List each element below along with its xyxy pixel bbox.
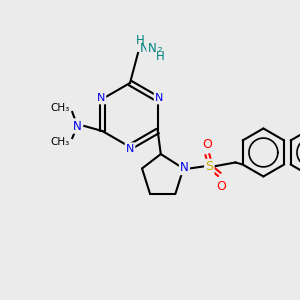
Text: CH₃: CH₃: [51, 137, 70, 147]
Text: CH₃: CH₃: [51, 103, 70, 113]
Text: O: O: [202, 138, 212, 151]
Text: O: O: [216, 180, 226, 193]
Text: S: S: [206, 160, 213, 173]
Text: N: N: [155, 93, 163, 103]
Text: N: N: [126, 143, 134, 154]
Text: N: N: [97, 93, 105, 103]
Text: N: N: [180, 161, 189, 174]
Text: H: H: [136, 34, 144, 47]
Text: N: N: [148, 41, 156, 55]
Text: NH₂: NH₂: [140, 41, 164, 55]
Text: H: H: [156, 50, 164, 62]
Text: N: N: [73, 119, 82, 133]
